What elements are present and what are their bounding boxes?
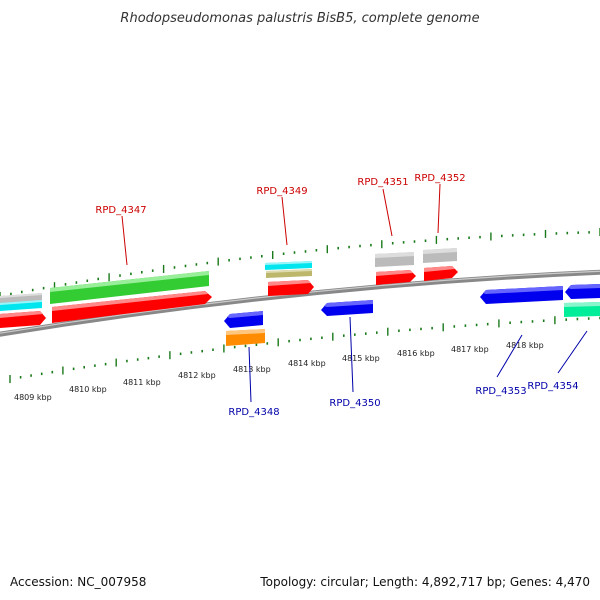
gene-feature-red-rpd4349 — [268, 280, 314, 296]
gene-feature-green — [50, 271, 209, 304]
gene-label-rpd4353[interactable]: RPD_4353 — [475, 334, 527, 397]
tick-label: 4810 kbp — [69, 385, 107, 394]
gene-feature-red-rpd4351 — [376, 270, 416, 285]
gene-feature-red-rpd4352 — [424, 266, 458, 281]
gene-feature-blue-rpd4350 — [321, 300, 373, 316]
gene-feature-blue-rpd4348 — [224, 311, 263, 328]
gene-label-rpd4354[interactable]: RPD_4354 — [527, 330, 588, 392]
gene-label-rpd4347[interactable]: RPD_4347 — [95, 205, 147, 266]
gene-feature-cyan — [265, 261, 312, 270]
tick-label: 4816 kbp — [397, 349, 435, 358]
gene-label-rpd4351[interactable]: RPD_4351 — [357, 177, 409, 237]
gene-feature-blue-right — [565, 284, 600, 299]
gene-label-text[interactable]: RPD_4353 — [475, 386, 526, 397]
gene-label-text[interactable]: RPD_4349 — [256, 186, 307, 197]
gene-label-rpd4349[interactable]: RPD_4349 — [256, 186, 308, 246]
gene-label-text[interactable]: RPD_4354 — [527, 381, 578, 392]
gene-label-rpd4352[interactable]: RPD_4352 — [414, 173, 466, 234]
accession-text: Accession: NC_007958 — [10, 575, 146, 589]
gene-feature-blue-rpd4353 — [480, 286, 563, 304]
gene-feature-gray-rpd4352 — [423, 248, 457, 263]
map-title: Rhodopseudomonas palustris BisB5, comple… — [120, 11, 479, 26]
tick-label: 4818 kbp — [506, 341, 544, 350]
gene-label-text[interactable]: RPD_4352 — [414, 173, 465, 184]
gene-label-text[interactable]: RPD_4348 — [228, 407, 279, 418]
tick-label: 4812 kbp — [178, 371, 216, 380]
tick-label: 4817 kbp — [451, 345, 489, 354]
gene-feature-teal-rpd4354 — [564, 302, 600, 317]
gene-feature-khaki — [266, 269, 312, 278]
tick-label: 4813 kbp — [233, 365, 271, 374]
gene-feature-red-rpd4347 — [52, 291, 212, 323]
tick-label: 4809 kbp — [14, 393, 52, 402]
gene-feature-left-cyan — [0, 300, 42, 311]
tick-label: 4814 kbp — [288, 359, 326, 368]
gene-feature-left-gray — [0, 293, 42, 303]
reverse-tick-track — [9, 316, 600, 383]
tick-label: 4811 kbp — [123, 378, 161, 387]
gene-label-text[interactable]: RPD_4350 — [329, 398, 380, 409]
gene-label-rpd4350[interactable]: RPD_4350 — [329, 316, 381, 409]
tick-label: 4815 kbp — [342, 354, 380, 363]
gene-feature-left-red — [0, 311, 46, 328]
gene-feature-orange-rpd4348 — [226, 329, 265, 346]
forward-tick-track — [0, 228, 600, 300]
gene-feature-gray-rpd4351 — [375, 252, 414, 267]
tick-labels: 4809 kbp 4810 kbp 4811 kbp 4812 kbp 4813… — [14, 341, 544, 402]
gene-label-text[interactable]: RPD_4347 — [95, 205, 146, 216]
gene-label-rpd4348[interactable]: RPD_4348 — [228, 346, 280, 418]
gene-label-text[interactable]: RPD_4351 — [357, 177, 408, 188]
genome-summary-text: Topology: circular; Length: 4,892,717 bp… — [259, 575, 590, 589]
